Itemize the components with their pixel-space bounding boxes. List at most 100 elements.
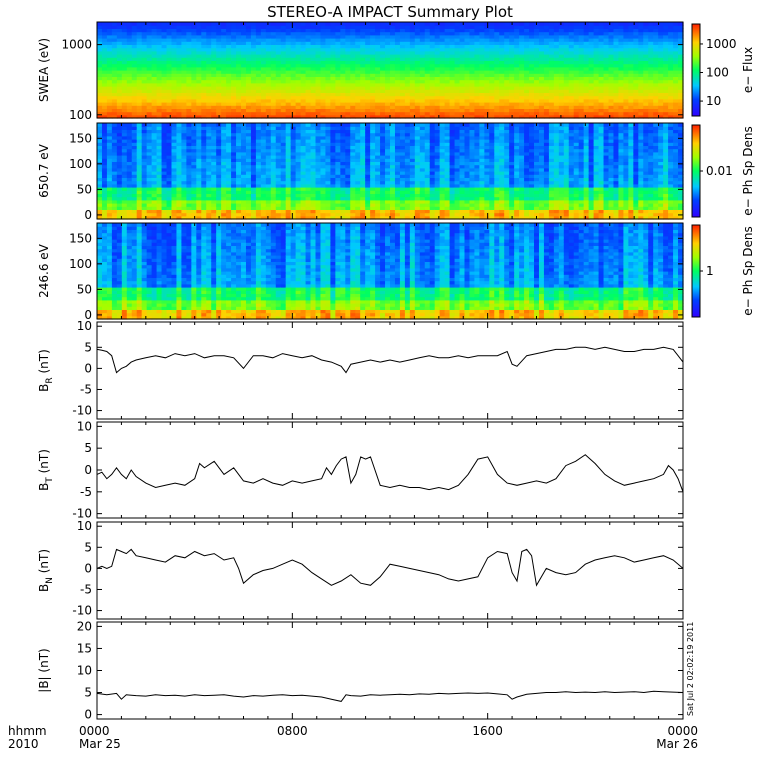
heatmap-cell — [459, 108, 466, 113]
heatmap-cell — [106, 183, 113, 188]
heatmap-cell — [305, 158, 312, 162]
heatmap-cell — [370, 22, 376, 26]
heatmap-cell — [663, 47, 669, 52]
heatmap-cell — [380, 105, 386, 109]
heatmap-cell — [613, 47, 620, 52]
heatmap-cell — [534, 92, 540, 97]
heatmap-cell — [663, 44, 669, 49]
heatmap-cell — [265, 174, 272, 178]
heatmap-cell — [370, 38, 376, 42]
heatmap-cell — [211, 148, 217, 153]
heatmap-cell — [335, 41, 341, 45]
heatmap-cell — [121, 158, 128, 162]
heatmap-cell — [365, 54, 371, 58]
heatmap-cell — [310, 193, 317, 198]
heatmap-cell — [350, 63, 356, 68]
heatmap-cell — [678, 34, 684, 39]
heatmap-cell — [275, 47, 282, 52]
heatmap-cell — [171, 148, 178, 153]
heatmap-cell — [553, 57, 560, 61]
heatmap-cell — [375, 108, 381, 113]
heatmap-cell — [186, 129, 192, 134]
heatmap-cell — [598, 22, 605, 26]
heatmap-cell — [221, 57, 227, 61]
heatmap-cell — [504, 34, 510, 39]
heatmap-cell — [176, 89, 183, 93]
heatmap-cell — [370, 108, 376, 113]
heatmap-cell — [285, 105, 292, 109]
heatmap-cell — [255, 158, 262, 162]
heatmap-cell — [648, 89, 654, 93]
heatmap-cell — [479, 102, 485, 106]
heatmap-cell — [295, 145, 302, 150]
heatmap-cell — [255, 190, 262, 194]
heatmap-cell — [270, 187, 277, 191]
heatmap-cell — [414, 38, 421, 42]
heatmap-cell — [558, 63, 565, 68]
heatmap-cell — [315, 139, 322, 143]
heatmap-cell — [255, 82, 262, 87]
heatmap-cell — [300, 215, 307, 220]
heatmap-cell — [216, 206, 222, 210]
heatmap-cell — [285, 171, 292, 175]
heatmap-cell — [494, 54, 500, 58]
heatmap-cell — [255, 38, 262, 42]
heatmap-cell — [325, 22, 332, 26]
heatmap-cell — [101, 44, 108, 49]
heatmap-cell — [583, 108, 590, 113]
heatmap-cell — [295, 44, 302, 49]
heatmap-cell — [131, 76, 138, 81]
heatmap-cell — [186, 187, 192, 191]
heatmap-cell — [260, 98, 267, 103]
heatmap-cell — [305, 193, 312, 198]
heatmap-cell — [548, 54, 555, 58]
heatmap-cell — [206, 70, 212, 74]
heatmap-cell — [454, 66, 461, 71]
heatmap-cell — [116, 102, 123, 106]
heatmap-cell — [250, 57, 257, 61]
heatmap-cell — [648, 63, 654, 68]
heatmap-cell — [171, 98, 178, 103]
heatmap-cell — [390, 25, 396, 29]
heatmap-cell — [136, 215, 143, 220]
heatmap-cell — [191, 139, 197, 143]
heatmap-cell — [300, 158, 307, 162]
heatmap-cell — [419, 105, 426, 109]
heatmap-cell — [146, 92, 153, 97]
heatmap-cell — [255, 89, 262, 93]
heatmap-cell — [524, 47, 530, 52]
heatmap-cell — [250, 76, 257, 81]
heatmap-cell — [390, 41, 396, 45]
heatmap-cell — [295, 199, 302, 204]
heatmap-cell — [673, 86, 679, 90]
heatmap-cell — [638, 34, 644, 39]
heatmap-cell — [633, 54, 639, 58]
heatmap-cell — [399, 102, 406, 106]
heatmap-cell — [514, 76, 520, 81]
heatmap-cell — [444, 105, 451, 109]
heatmap-cell — [241, 126, 247, 130]
heatmap-cell — [285, 129, 292, 134]
heatmap-cell — [305, 132, 312, 137]
heatmap-cell — [479, 50, 485, 55]
heatmap-cell — [628, 111, 634, 116]
heatmap-cell — [494, 60, 500, 65]
heatmap-cell — [176, 41, 183, 45]
heatmap-cell — [260, 139, 267, 143]
heatmap-cell — [608, 50, 615, 55]
heatmap-cell — [206, 105, 212, 109]
heatmap-cell — [141, 167, 148, 172]
heatmap-cell — [543, 25, 550, 29]
heatmap-cell — [608, 114, 615, 119]
heatmap-cell — [191, 38, 197, 42]
heatmap-cell — [275, 161, 282, 166]
heatmap-cell — [136, 57, 143, 61]
heatmap-cell — [116, 145, 123, 150]
heatmap-cell — [201, 167, 207, 172]
heatmap-cell — [101, 102, 108, 106]
heatmap-cell — [166, 66, 173, 71]
heatmap-cell — [593, 95, 600, 100]
heatmap-cell — [161, 155, 168, 159]
heatmap-cell — [325, 203, 332, 207]
heatmap-cell — [588, 44, 595, 49]
